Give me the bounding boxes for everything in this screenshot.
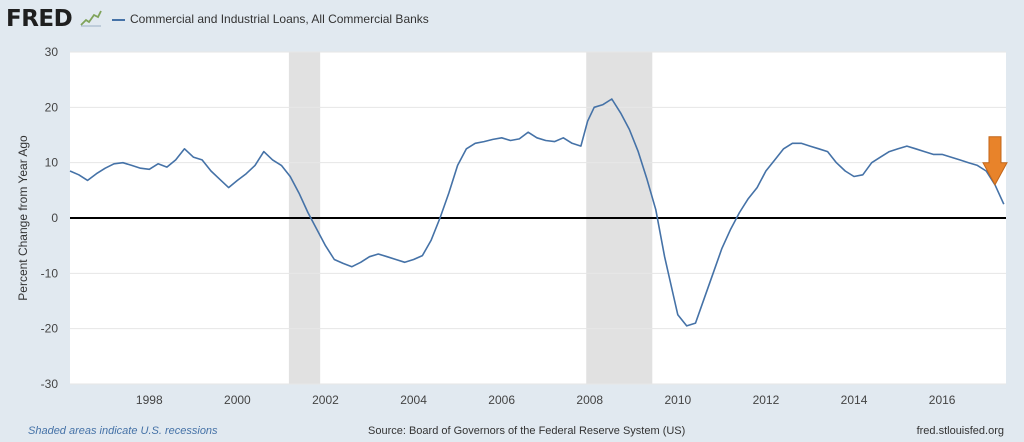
x-tick-label: 2012 [753,393,780,407]
legend-label: Commercial and Industrial Loans, All Com… [130,12,429,26]
recession-note: Shaded areas indicate U.S. recessions [28,425,218,437]
sparkline-icon [80,9,102,27]
x-tick-label: 2016 [929,393,956,407]
chart-header: FRED Commercial and Industrial Loans, Al… [0,0,1024,40]
y-tick-label: 0 [51,211,58,225]
y-axis: 30 20 10 0 -10 -20 -30 [41,45,59,391]
series-legend[interactable]: Commercial and Industrial Loans, All Com… [112,12,429,26]
x-tick-label: 2002 [312,393,339,407]
x-tick-label: 2004 [400,393,427,407]
series-line-commercial-industrial-loans[interactable] [69,98,1005,327]
down-arrow-icon [982,136,1008,186]
x-tick-label: 2000 [224,393,251,407]
y-tick-label: -10 [41,266,59,280]
y-tick-label: 30 [45,45,59,59]
y-tick-label: 10 [45,156,59,170]
source-text: Source: Board of Governors of the Federa… [368,425,686,437]
arrow-shape [982,136,1008,186]
x-tick-label: 2006 [488,393,515,407]
fred-url-link[interactable]: fred.stlouisfed.org [916,425,1004,437]
y-tick-label: 20 [45,100,59,114]
x-axis: 1998 2000 2002 2004 2006 2008 2010 2012 2014 2016 [136,393,956,407]
y-tick-label: -30 [41,377,59,391]
x-tick-label: 2010 [664,393,691,407]
legend-line-swatch [112,18,125,21]
x-tick-label: 2008 [576,393,603,407]
y-tick-label: -20 [41,322,59,336]
x-tick-label: 2014 [841,393,868,407]
fred-logo[interactable]: FRED [6,6,73,32]
y-axis-label: Percent Change from Year Ago [16,135,30,301]
x-tick-label: 1998 [136,393,163,407]
